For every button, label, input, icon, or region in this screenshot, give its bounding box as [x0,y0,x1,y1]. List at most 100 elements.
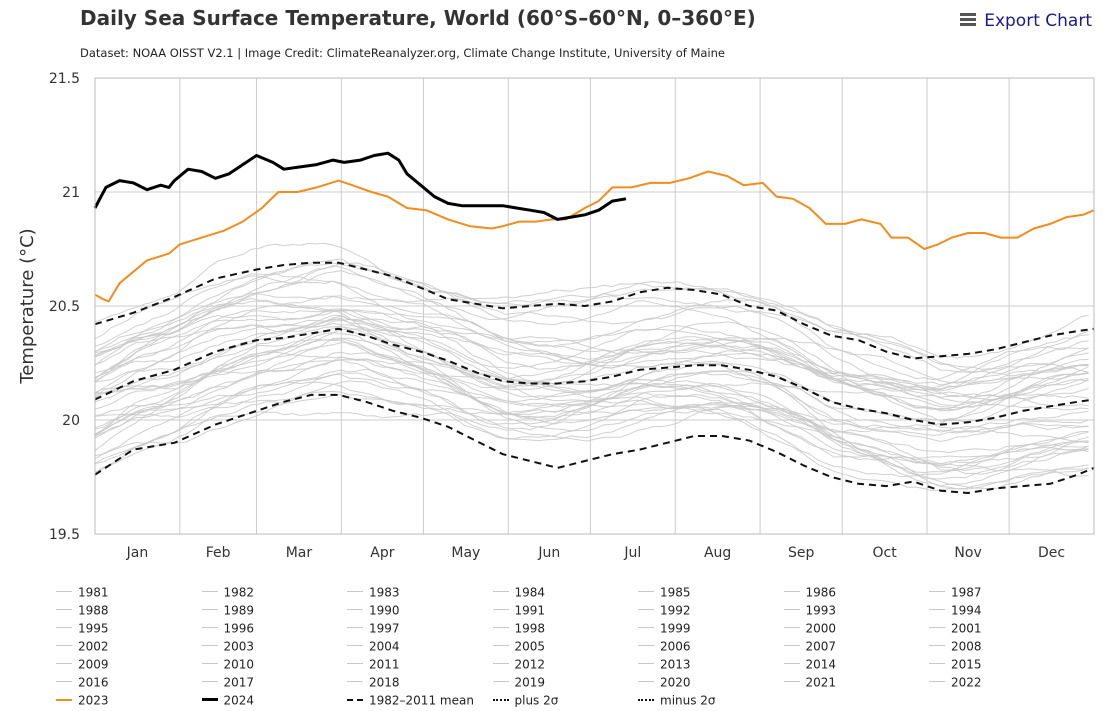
x-tick-label: Mar [286,545,313,561]
legend-symbol [347,645,363,646]
legend-item-1986[interactable]: 1986 [783,584,836,600]
legend-item-1997[interactable]: 1997 [347,620,400,636]
legend-label: 2023 [78,693,109,708]
legend-item-1982[interactable]: 1982 [201,584,254,600]
legend-item-2012[interactable]: 2012 [492,656,546,672]
legend-item-1992[interactable]: 1992 [638,602,691,618]
legend-label: 2003 [223,639,255,654]
series-line-2020 [94,270,1089,392]
legend-item-2002[interactable]: 2002 [56,638,109,654]
series-line-1985 [94,402,1089,480]
legend-item-2005[interactable]: 2005 [492,638,545,654]
legend-label: 1982–2011 mean [369,693,474,708]
legend-item-2023[interactable]: 2023 [56,692,109,708]
legend-label: 1988 [78,603,109,618]
legend-label: 1987 [951,585,982,600]
legend-symbol [929,591,945,592]
legend-label: 2011 [369,657,400,672]
legend-symbol [201,627,218,628]
legend-item-1988[interactable]: 1988 [56,602,109,618]
y-axis-label: Temperature (°C) [17,228,38,384]
legend-item-minus-2[interactable]: minus 2σ [638,692,716,708]
y-tick-label: 21.5 [49,71,80,87]
legend-symbol [783,681,800,682]
hamburger-menu-icon [960,12,977,26]
legend-label: 2017 [223,675,255,690]
legend-item-2013[interactable]: 2013 [638,656,691,672]
legend-item-2007[interactable]: 2007 [783,638,836,654]
legend-symbol [492,698,509,701]
dataset-credit: Dataset: NOAA OISST V2.1 | Image Credit:… [80,46,725,60]
legend-label: 2014 [805,657,837,672]
legend-label: 1989 [223,603,255,618]
legend-item-2008[interactable]: 2008 [929,638,982,654]
legend-item-2018[interactable]: 2018 [347,674,400,690]
series-line-2014 [94,295,1089,406]
legend-symbol [201,609,218,610]
legend-item-1993[interactable]: 1993 [783,602,836,618]
legend-item-2009[interactable]: 2009 [56,656,109,672]
legend-label: 2002 [78,639,109,654]
legend-item-2022[interactable]: 2022 [929,674,982,690]
legend-item-2016[interactable]: 2016 [56,674,109,690]
legend-item-1985[interactable]: 1985 [638,584,691,600]
legend-symbol [783,609,800,610]
series-line-1982 [94,381,1089,475]
legend-item-1984[interactable]: 1984 [492,584,545,600]
legend-item-1996[interactable]: 1996 [201,620,255,636]
legend-item-1990[interactable]: 1990 [347,602,400,618]
legend-symbol [56,591,72,592]
series-line-1999 [94,309,1089,428]
legend-item-2011[interactable]: 2011 [347,656,400,672]
series-line-1990 [94,363,1089,443]
series-line-1983 [94,373,1089,490]
legend-item-1994[interactable]: 1994 [929,602,982,618]
legend-label: 2019 [514,675,546,690]
series-line-2019 [94,258,1089,370]
legend-label: 2021 [805,675,837,690]
legend-item-2003[interactable]: 2003 [201,638,255,654]
legend-item-2021[interactable]: 2021 [783,674,837,690]
legend-symbol [347,663,363,664]
legend-label: 1981 [78,585,109,600]
legend-item-1982-2011-mean[interactable]: 1982–2011 mean [347,692,474,708]
legend-symbol [929,609,945,610]
legend-item-1995[interactable]: 1995 [56,620,109,636]
legend-item-2017[interactable]: 2017 [201,674,255,690]
legend-item-2020[interactable]: 2020 [638,674,691,690]
legend-item-2001[interactable]: 2001 [929,620,982,636]
legend-item-2015[interactable]: 2015 [929,656,982,672]
legend-item-plus-2[interactable]: plus 2σ [492,692,558,708]
export-chart-button[interactable]: Export Chart [960,11,1092,31]
legend-item-2019[interactable]: 2019 [492,674,546,690]
legend-item-1998[interactable]: 1998 [492,620,546,636]
series-line-1996 [94,356,1089,474]
legend-label: 2020 [660,675,691,690]
legend-item-2004[interactable]: 2004 [347,638,400,654]
legend-item-1987[interactable]: 1987 [929,584,982,600]
legend-label: 1999 [660,621,691,636]
legend-symbol [929,663,945,664]
legend-symbol [492,645,509,646]
legend-label: 2012 [514,657,546,672]
legend-symbol [492,663,509,664]
legend-label: 1996 [223,621,255,636]
legend-item-1983[interactable]: 1983 [347,584,400,600]
legend-label: minus 2σ [660,693,716,708]
legend-symbol [56,663,72,664]
legend-item-2000[interactable]: 2000 [783,620,836,636]
legend-item-2024[interactable]: 2024 [201,692,254,708]
legend-item-2006[interactable]: 2006 [638,638,691,654]
legend-item-1999[interactable]: 1999 [638,620,691,636]
legend-label: 1997 [369,621,400,636]
legend-item-1991[interactable]: 1991 [492,602,545,618]
legend-label: 1998 [514,621,546,636]
legend-item-2010[interactable]: 2010 [201,656,254,672]
legend-symbol [56,627,72,628]
legend-symbol [56,681,72,682]
series-line-2023 [94,170,1095,303]
legend-item-1989[interactable]: 1989 [201,602,255,618]
legend-item-1981[interactable]: 1981 [56,584,109,600]
legend-symbol [783,591,800,592]
legend-item-2014[interactable]: 2014 [783,656,837,672]
